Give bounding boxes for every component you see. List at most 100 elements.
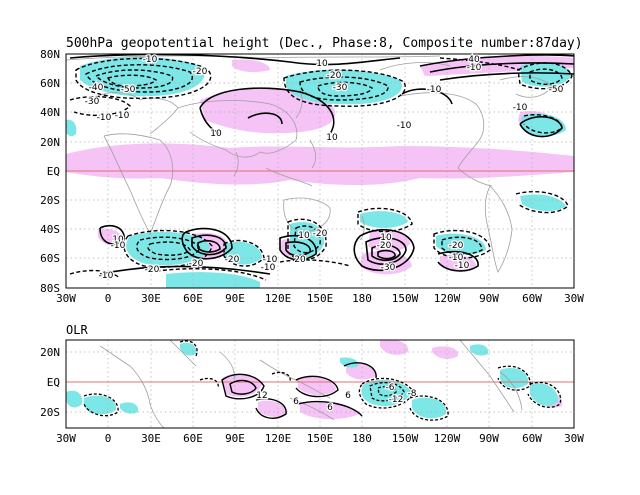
- contour-label: -20: [193, 67, 208, 77]
- top-x-tick-label: 30E: [141, 292, 161, 305]
- contour-label: 20: [294, 255, 306, 265]
- top-y-tick-label: 60N: [40, 77, 60, 90]
- contour-label: 6: [345, 391, 351, 401]
- top-x-tick-label: 90E: [225, 292, 245, 305]
- contour-label: -10: [427, 85, 442, 95]
- contour-label: -10: [143, 55, 158, 65]
- bottom-x-tick-label: 30W: [564, 432, 584, 445]
- contour-label: 10: [112, 235, 124, 245]
- bottom-x-tick-label: 150W: [392, 432, 419, 445]
- contour-label: -10: [263, 255, 278, 265]
- contour-label: -20: [449, 241, 464, 251]
- olr-grid: [66, 340, 574, 428]
- top-x-tick-label: 60W: [522, 292, 542, 305]
- contour-label: -10: [111, 241, 126, 251]
- contour-label: -40: [89, 83, 104, 93]
- bottom-x-axis: 30W 0 30E 60E 90E 120E 150E 180 150W 120…: [56, 432, 584, 445]
- bottom-x-tick-label: 120W: [434, 432, 461, 445]
- contour-label: -20: [145, 265, 160, 275]
- olr-positive-contours: [221, 362, 377, 419]
- top-x-tick-label: 150E: [307, 292, 334, 305]
- contour-label: -20: [327, 71, 342, 81]
- top-x-tick-label: 0: [105, 292, 112, 305]
- contour-label: -10: [455, 261, 470, 271]
- top-y-tick-label: 60S: [40, 252, 60, 265]
- contour-label: 10: [210, 129, 222, 139]
- top-y-tick-label: 20S: [40, 194, 60, 207]
- contour-label: -10: [115, 111, 130, 121]
- contour-label: -10: [99, 271, 114, 281]
- bottom-x-tick-label: 60E: [183, 432, 203, 445]
- top-y-tick-label: 20N: [40, 136, 60, 149]
- bottom-x-tick-label: 90E: [225, 432, 245, 445]
- olr-negative-contours: [83, 340, 562, 421]
- contour-label: 10: [316, 59, 328, 69]
- contour-label: -20: [377, 241, 392, 251]
- contour-label: -10: [467, 63, 482, 73]
- contour-label: 6: [293, 397, 299, 407]
- contour-label: -50: [121, 85, 136, 95]
- top-x-tick-label: 90W: [479, 292, 499, 305]
- contour-label: -8: [408, 389, 417, 399]
- olr-positive-shading: [222, 340, 563, 420]
- top-x-tick-label: 120E: [265, 292, 292, 305]
- top-coastlines: [66, 55, 553, 273]
- top-y-tick-label: EQ: [47, 165, 60, 178]
- bottom-x-tick-label: 180: [352, 432, 372, 445]
- top-x-tick-label: 120W: [434, 292, 461, 305]
- top-x-tick-label: 30W: [56, 292, 76, 305]
- contour-label: 10: [380, 233, 392, 243]
- bottom-panel-label: OLR: [66, 323, 88, 337]
- top-x-tick-label: 60E: [183, 292, 203, 305]
- bottom-x-tick-label: 90W: [479, 432, 499, 445]
- bottom-map-panel: 12 -6 6 -8 6 -12 6: [65, 339, 575, 429]
- bottom-x-tick-label: 150E: [307, 432, 334, 445]
- top-x-tick-label: 30W: [564, 292, 584, 305]
- contour-label: -20: [313, 229, 328, 239]
- bottom-x-tick-label: 30E: [141, 432, 161, 445]
- contour-label: -12: [389, 395, 404, 405]
- top-panel-title: 500hPa geopotential height (Dec., Phase:…: [66, 36, 583, 51]
- top-x-tick-label: 150W: [392, 292, 419, 305]
- top-y-tick-label: 80N: [40, 48, 60, 61]
- contour-label: -10: [397, 121, 412, 131]
- bottom-x-tick-label: 120E: [265, 432, 292, 445]
- contour-label: -20: [189, 259, 204, 269]
- top-panel-frame: [65, 53, 575, 289]
- bottom-panel-frame: [65, 339, 575, 429]
- contour-label: -20: [225, 255, 240, 265]
- bottom-contour-labels: 12 -6 6 -8 6 -12 6: [255, 382, 418, 415]
- bottom-x-tick-label: 0: [105, 432, 112, 445]
- top-x-axis: 30W 0 30E 60E 90E 120E 150E 180 150W 120…: [56, 292, 584, 305]
- top-map-panel: -10-20-50-40-30-1010-2010-3010-10-1040-1…: [65, 53, 575, 289]
- top-negative-contours: [69, 57, 573, 281]
- contour-label: -6: [386, 383, 395, 393]
- top-positive-contours: [69, 54, 574, 275]
- contour-label: -30: [333, 83, 348, 93]
- contour-label: 6: [327, 403, 333, 413]
- bottom-y-tick-label: EQ: [47, 376, 60, 389]
- contour-label: -30: [85, 97, 100, 107]
- top-contour-labels: -10-20-50-40-30-1010-2010-3010-10-1040-1…: [83, 54, 564, 283]
- bottom-y-axis: 20N EQ 20S: [40, 346, 60, 419]
- contour-label: 12: [256, 391, 267, 401]
- bottom-y-tick-label: 20S: [40, 406, 60, 419]
- contour-label: -10: [449, 253, 464, 263]
- bottom-x-tick-label: 60W: [522, 432, 542, 445]
- bottom-y-tick-label: 20N: [40, 346, 60, 359]
- top-y-axis: 80N 60N 40N 20N EQ 20S 40S 60S 80S: [40, 48, 60, 295]
- contour-label: 10: [326, 133, 338, 143]
- contour-label: 10: [298, 231, 310, 241]
- contour-label: -10: [513, 103, 528, 113]
- contour-label: -10: [261, 263, 276, 273]
- bottom-x-tick-label: 30W: [56, 432, 76, 445]
- contour-label: -30: [381, 263, 396, 273]
- contour-label: -10: [97, 113, 112, 123]
- top-y-tick-label: 40N: [40, 106, 60, 119]
- top-y-tick-label: 80S: [40, 282, 60, 295]
- top-y-tick-label: 40S: [40, 223, 60, 236]
- contour-label: 40: [468, 55, 480, 65]
- contour-label: -50: [549, 85, 564, 95]
- top-x-tick-label: 180: [352, 292, 372, 305]
